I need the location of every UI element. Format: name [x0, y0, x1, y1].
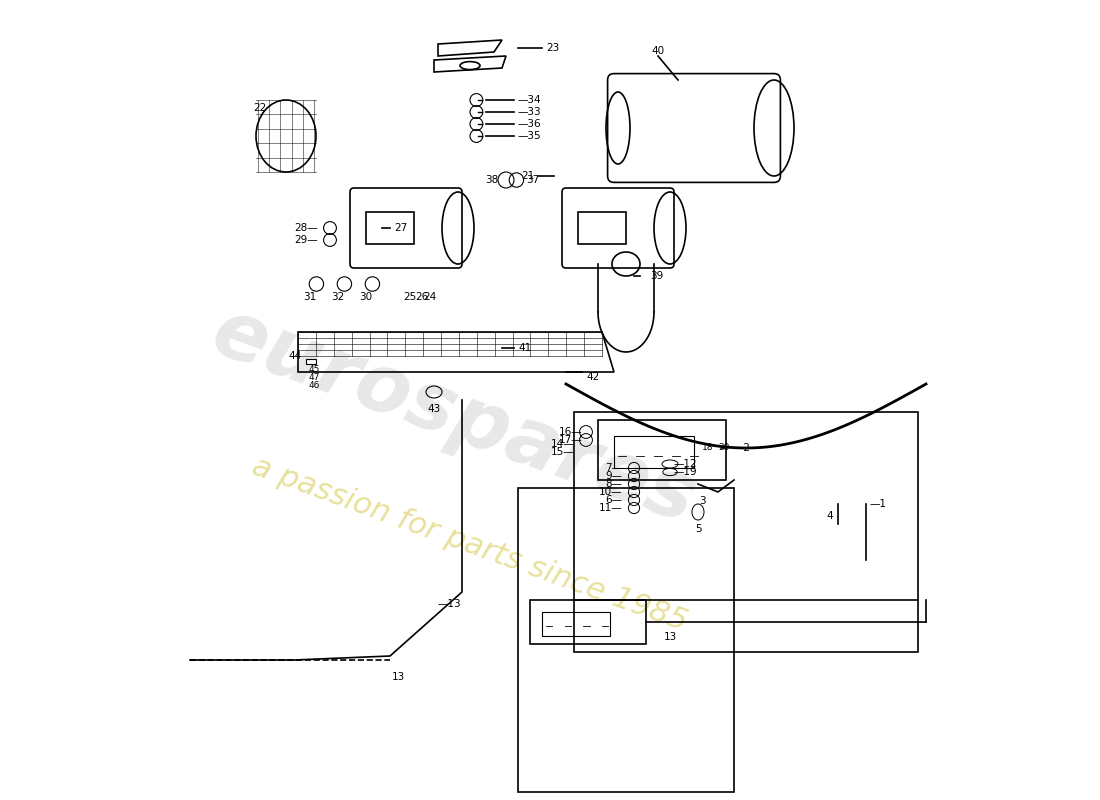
- Text: 11—: 11—: [598, 503, 622, 513]
- Text: —36: —36: [518, 119, 541, 129]
- Bar: [542, 612, 610, 636]
- Text: 15—: 15—: [550, 447, 574, 457]
- Text: 13: 13: [392, 672, 405, 682]
- Text: —35: —35: [518, 131, 541, 141]
- Text: 13: 13: [663, 632, 676, 642]
- Text: 24: 24: [424, 292, 437, 302]
- Text: a passion for parts since 1985: a passion for parts since 1985: [249, 451, 692, 637]
- Bar: [574, 412, 918, 652]
- Text: —1: —1: [870, 499, 887, 509]
- Text: —13: —13: [438, 599, 462, 609]
- Text: 41: 41: [518, 343, 531, 353]
- Text: —34: —34: [518, 95, 541, 105]
- Text: 14—: 14—: [550, 439, 574, 449]
- Text: 17—: 17—: [559, 435, 582, 445]
- Text: 47: 47: [308, 373, 320, 382]
- Text: 9—: 9—: [605, 471, 621, 481]
- Text: 10—: 10—: [598, 487, 622, 497]
- Bar: [614, 436, 694, 468]
- Bar: [366, 212, 414, 244]
- Bar: [530, 600, 646, 644]
- Bar: [518, 488, 734, 792]
- Text: —19: —19: [674, 467, 697, 477]
- Bar: [306, 359, 316, 364]
- Text: 40: 40: [651, 46, 664, 56]
- Text: 38: 38: [485, 175, 498, 185]
- Text: 37: 37: [526, 175, 539, 185]
- Text: 5: 5: [695, 524, 702, 534]
- Bar: [598, 420, 726, 480]
- Text: 46: 46: [308, 381, 320, 390]
- Text: 7—: 7—: [605, 463, 621, 473]
- Text: 8—: 8—: [605, 479, 621, 489]
- Text: 6—: 6—: [605, 495, 621, 505]
- Text: 28—: 28—: [295, 223, 318, 233]
- Text: 29—: 29—: [295, 235, 318, 245]
- Text: 31: 31: [304, 292, 317, 302]
- Text: 20: 20: [718, 443, 729, 453]
- Text: 4: 4: [827, 511, 834, 521]
- Text: 32: 32: [331, 292, 344, 302]
- Text: 42: 42: [586, 372, 600, 382]
- Text: 27: 27: [394, 223, 407, 233]
- Bar: [578, 212, 626, 244]
- Text: 3: 3: [698, 496, 705, 506]
- Text: 21: 21: [520, 171, 534, 181]
- Text: 39: 39: [650, 271, 663, 281]
- Text: 44: 44: [288, 351, 302, 361]
- Text: eurospares: eurospares: [201, 292, 706, 540]
- Text: 45: 45: [308, 365, 320, 374]
- Text: 23: 23: [546, 43, 559, 53]
- Text: 16—: 16—: [559, 427, 582, 437]
- Text: 25: 25: [404, 292, 417, 302]
- Text: —12: —12: [674, 459, 697, 469]
- Text: —2: —2: [734, 443, 751, 453]
- Text: 26: 26: [416, 292, 429, 302]
- Text: —33: —33: [518, 107, 541, 117]
- Text: 43: 43: [428, 404, 441, 414]
- Text: 18: 18: [702, 443, 714, 453]
- Text: 30: 30: [360, 292, 373, 302]
- Text: 22: 22: [253, 103, 266, 113]
